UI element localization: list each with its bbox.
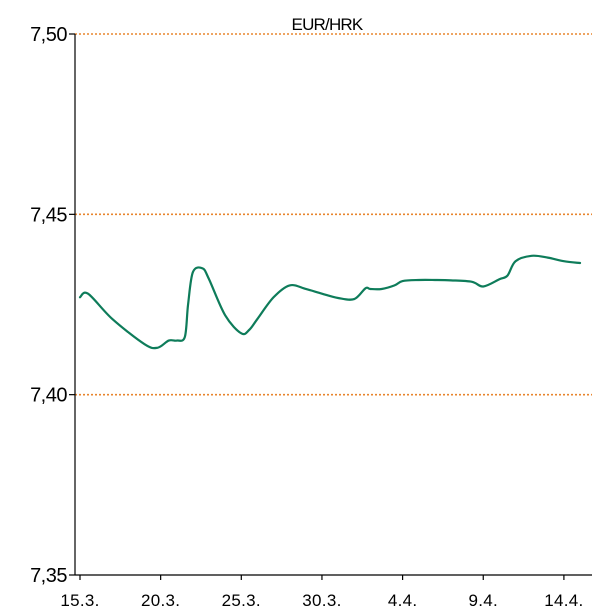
x-tick-label: 14.4. <box>544 591 583 610</box>
x-tick-label: 4.4. <box>388 591 418 610</box>
chart-title: EUR/HRK <box>292 15 364 34</box>
x-tick-label: 9.4. <box>468 591 498 610</box>
y-ticks: 7,35 7,40 7,45 7,50 <box>30 24 75 587</box>
series-line <box>78 254 582 350</box>
series <box>78 254 582 350</box>
axes <box>74 34 592 576</box>
x-tick-label: 15.3. <box>60 591 99 610</box>
x-tick-label: 30.3. <box>302 591 341 610</box>
y-tick-label: 7,50 <box>30 24 67 46</box>
y-tick-label: 7,40 <box>30 385 67 407</box>
x-tick-label: 25.3. <box>222 591 261 610</box>
y-tick-label: 7,35 <box>30 565 67 587</box>
x-ticks: 15.3. 20.3. 25.3. 30.3. 4.4. 9.4. 14.4. <box>60 575 583 610</box>
y-tick-label: 7,45 <box>30 204 67 226</box>
gridlines <box>75 33 592 396</box>
x-tick-label: 20.3. <box>141 591 180 610</box>
